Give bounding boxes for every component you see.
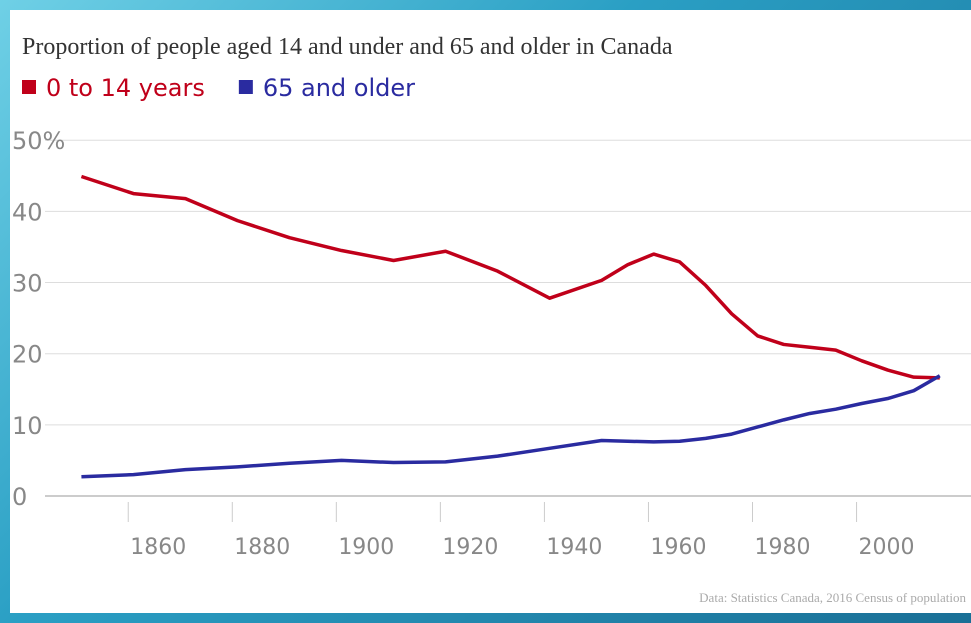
y-tick-label: 40 [12,198,43,226]
x-tick-label: 1920 [442,535,498,560]
data-line [81,374,941,479]
y-tick-label: 10 [12,412,43,440]
x-tick-label: 1880 [234,535,290,560]
x-tick-label: 2000 [859,535,915,560]
chart-panel [10,10,971,613]
y-tick-label: 0 [12,483,27,511]
legend-swatch [22,80,36,94]
legend-swatch [238,80,253,94]
legend-label: 65 and older [263,74,415,102]
source-note: Data: Statistics Canada, 2016 Census of … [699,590,966,605]
y-tick-label: 50% [12,127,65,155]
x-tick-label: 1940 [546,535,602,560]
x-tick-label: 1860 [130,535,186,560]
x-tick-label: 1980 [755,535,811,560]
x-tick-label: 1900 [338,535,394,560]
data-line [80,174,940,380]
legend-label: 0 to 14 years [46,74,205,102]
x-tick-label: 1960 [650,535,706,560]
y-tick-label: 30 [12,270,43,298]
y-tick-label: 20 [12,341,43,369]
chart-title: Proportion of people aged 14 and under a… [22,34,673,60]
